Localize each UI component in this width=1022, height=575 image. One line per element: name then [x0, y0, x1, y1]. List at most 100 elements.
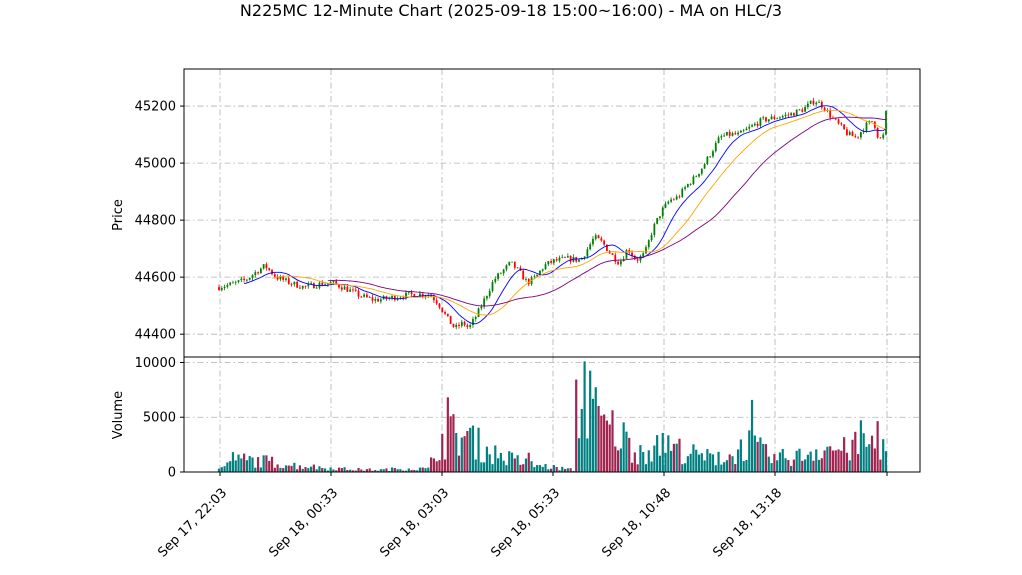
- candle-body: [597, 235, 600, 239]
- candle-body: [488, 291, 491, 297]
- candle-body: [276, 276, 279, 280]
- candle-body: [371, 297, 374, 301]
- volume-bar: [572, 470, 575, 472]
- volume-bar: [368, 468, 371, 472]
- volume-bar: [402, 470, 405, 472]
- candle-body: [776, 118, 779, 120]
- candle-body: [349, 289, 352, 292]
- candle-body: [558, 257, 561, 261]
- volume-bar: [471, 425, 475, 472]
- candle-body: [804, 107, 806, 112]
- candle-body: [262, 264, 265, 269]
- candle-body: [366, 294, 368, 298]
- volume-bar: [790, 465, 793, 472]
- volume-bar: [720, 464, 723, 472]
- volume-bar: [647, 450, 650, 472]
- volume-bar: [265, 455, 268, 472]
- volume-bar: [577, 438, 581, 472]
- candle-body: [647, 240, 650, 248]
- volume-bar: [441, 433, 444, 472]
- price-panel-frame: [183, 68, 921, 358]
- volume-bar: [220, 467, 223, 472]
- candle-body: [474, 316, 477, 319]
- volume-bar: [480, 462, 483, 472]
- candle-body: [237, 280, 240, 282]
- volume-bar: [683, 463, 687, 472]
- volume-bar: [547, 469, 550, 472]
- volume-bar: [770, 463, 773, 472]
- candle-body: [458, 324, 460, 327]
- candle-body: [407, 292, 410, 293]
- volume-bar: [416, 470, 419, 472]
- price-tick-label: 45200: [135, 100, 176, 115]
- volume-bar: [670, 450, 673, 472]
- volume-bar: [466, 430, 469, 472]
- volume-bar: [455, 432, 458, 472]
- candle-body: [879, 137, 882, 139]
- candle-body: [745, 128, 748, 131]
- candle-body: [781, 116, 784, 118]
- volume-bar: [550, 468, 553, 472]
- volume-bar: [312, 464, 315, 472]
- candle-body: [592, 238, 594, 245]
- volume-bar: [254, 467, 257, 472]
- volume-bar: [273, 467, 276, 472]
- candle-body: [287, 278, 290, 284]
- candle-body: [388, 298, 391, 300]
- volume-bar: [884, 451, 888, 472]
- candle-body: [513, 261, 516, 268]
- volume-bar: [806, 454, 809, 472]
- candle-body: [525, 279, 527, 280]
- candle-body: [279, 276, 282, 280]
- volume-bar: [728, 454, 731, 472]
- candle-body: [633, 255, 636, 260]
- volume-bar: [427, 467, 430, 472]
- volume-bar: [393, 468, 396, 472]
- candle-body: [854, 136, 857, 137]
- candle-body: [686, 184, 689, 188]
- candle-body: [692, 176, 695, 185]
- volume-bar: [337, 467, 341, 472]
- candle-body: [421, 293, 424, 297]
- volume-axis-label: Volume: [111, 391, 126, 439]
- volume-bar: [859, 420, 862, 472]
- volume-bar: [678, 438, 681, 472]
- volume-bar: [245, 460, 249, 472]
- volume-bar: [709, 453, 712, 472]
- volume-bar: [873, 448, 876, 472]
- candle-body: [296, 281, 299, 288]
- candle-body: [293, 281, 296, 285]
- volume-bar: [882, 439, 885, 472]
- volume-bar: [432, 458, 435, 472]
- volume-bar: [653, 445, 656, 472]
- volume-tick-label: 0: [168, 466, 176, 481]
- volume-bar: [681, 464, 684, 472]
- volume-bar: [469, 427, 472, 472]
- candle-body: [304, 285, 307, 287]
- volume-bar: [499, 452, 502, 472]
- volume-bar: [642, 452, 645, 472]
- candle-body: [555, 259, 558, 261]
- candle-body: [497, 273, 499, 279]
- x-tick-label: Sep 18, 10:48: [599, 486, 674, 561]
- volume-bar: [435, 461, 438, 472]
- volume-bar: [622, 422, 625, 472]
- volume-bar: [290, 465, 293, 472]
- candle-body: [834, 118, 837, 120]
- candle-body: [335, 280, 338, 285]
- volume-bar: [452, 414, 455, 472]
- price-tick-label: 44600: [135, 271, 176, 286]
- volume-bar: [658, 455, 662, 472]
- x-tick-label: Sep 17, 22:03: [155, 486, 230, 561]
- candle-body: [636, 259, 639, 261]
- volume-bar: [284, 465, 288, 472]
- candle-body: [393, 296, 396, 301]
- volume-bar: [496, 458, 500, 472]
- volume-bar: [608, 424, 611, 472]
- volume-bar: [689, 453, 692, 472]
- candle-body: [508, 261, 511, 266]
- candle-body: [399, 297, 402, 299]
- candle-body: [354, 289, 357, 291]
- candle-body: [491, 282, 494, 292]
- volume-bar: [717, 451, 720, 472]
